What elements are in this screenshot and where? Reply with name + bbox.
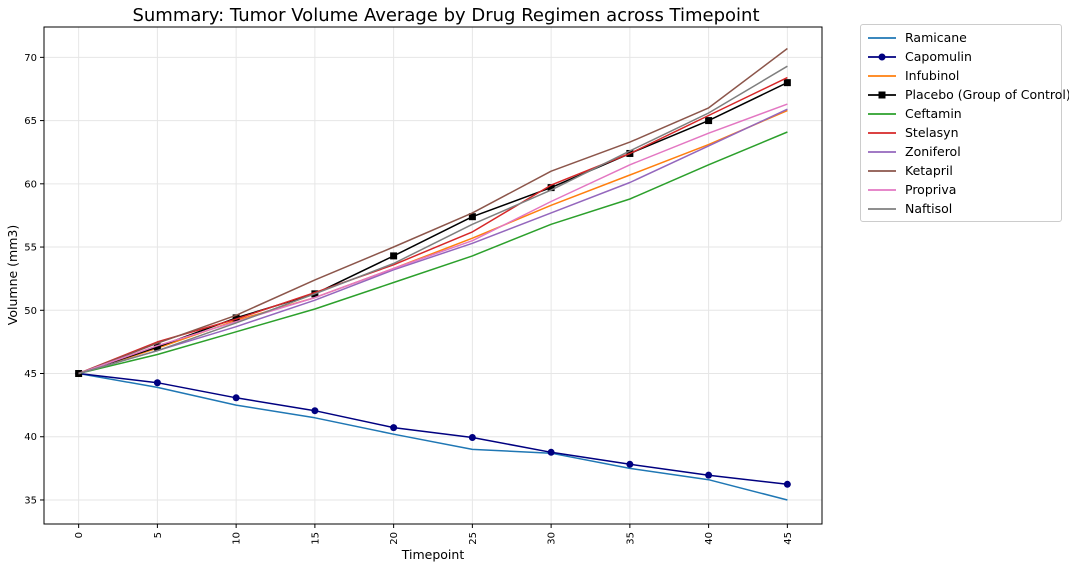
data-point-capomulin [705,471,713,479]
series-line-capomulin [78,372,788,486]
data-point-placebo-group-of-control [783,79,791,87]
series-line-naftisol [78,65,788,375]
series-line-stelasyn [78,76,788,375]
y-tick-label: 40 [24,432,37,443]
legend-label: Capomulin [905,49,972,64]
data-point-capomulin [468,433,476,441]
legend-item-propriva: Propriva [867,180,1055,199]
legend-swatch [868,36,896,39]
legend-swatch [868,188,896,191]
x-tick-label: 15 [310,532,321,545]
y-tick-label: 65 [24,116,37,127]
legend-item-ramicane: Ramicane [867,28,1055,47]
data-point-capomulin [232,394,240,402]
legend-swatch [868,131,896,134]
series-line-ketapril [78,47,788,375]
legend-label: Naftisol [905,201,953,216]
x-tick-label: 20 [389,532,400,545]
legend-swatch [868,112,896,115]
series-line-ceftamin [78,131,788,375]
legend-swatch [868,53,896,60]
series-line-zoniferol [78,108,788,375]
x-tick-label: 35 [625,532,636,545]
data-point-placebo-group-of-control [468,213,476,221]
y-tick-label: 50 [24,306,37,317]
series-line-propriva [78,103,788,375]
series-line-ramicane [78,372,788,501]
legend-label: Zoniferol [905,144,961,159]
legend: Ramicane Capomulin Infubinol Placebo (Group… [860,24,1069,222]
legend-item-naftisol: Naftisol [867,199,1055,218]
data-point-capomulin [626,460,634,468]
y-axis-label: Volumne (mm3) [5,225,20,325]
grid-lines [44,27,822,524]
legend-item-placebo-group-of-control: Placebo (Group of Control) [867,85,1069,104]
legend-label: Stelasyn [905,125,959,140]
legend-label: Placebo (Group of Control) [905,87,1069,102]
data-point-capomulin [547,448,555,456]
y-tick-label: 70 [24,53,37,64]
legend-swatch [868,74,896,77]
x-tick-label: 45 [783,532,794,545]
legend-item-infubinol: Infubinol [867,66,1055,85]
series-layer [75,47,791,501]
legend-swatch [868,150,896,153]
data-point-placebo-group-of-control [547,184,555,192]
legend-item-ceftamin: Ceftamin [867,104,1055,123]
y-tick-label: 55 [24,243,37,254]
data-point-capomulin [311,407,319,415]
data-point-placebo-group-of-control [232,314,240,322]
y-tick-label: 60 [24,179,37,190]
data-point-placebo-group-of-control [153,343,161,351]
legend-item-ketapril: Ketapril [867,161,1055,180]
y-tick-label: 35 [24,495,37,506]
legend-swatch [868,169,896,172]
axis-ticks: 0 5 10 15 20 25 30 35 40 45 35 40 45 50 55 60 65 70 [24,53,794,545]
legend-item-stelasyn: Stelasyn [867,123,1055,142]
legend-label: Propriva [905,182,957,197]
x-tick-label: 25 [468,532,479,545]
data-point-placebo-group-of-control [390,252,398,260]
series-line-placebo-group-of-control [78,81,788,375]
legend-label: Ramicane [905,30,967,45]
x-tick-label: 40 [704,532,715,545]
legend-label: Infubinol [905,68,960,83]
data-point-capomulin [390,424,398,432]
legend-item-capomulin: Capomulin [867,47,1055,66]
data-point-placebo-group-of-control [705,117,713,125]
data-point-capomulin [153,379,161,387]
legend-label: Ketapril [905,163,953,178]
x-tick-label: 0 [74,532,85,538]
y-tick-label: 45 [24,369,37,380]
legend-swatch [868,91,896,98]
x-tick-label: 5 [153,532,164,538]
data-point-capomulin [783,480,791,488]
x-axis-label: Timepoint [401,547,465,562]
legend-label: Ceftamin [905,106,962,121]
chart-title: Summary: Tumor Volume Average by Drug Re… [132,5,759,26]
legend-item-zoniferol: Zoniferol [867,142,1055,161]
x-tick-label: 10 [232,532,243,545]
legend-swatch [868,207,896,210]
x-tick-label: 30 [547,532,558,545]
plot-frame [43,26,823,525]
